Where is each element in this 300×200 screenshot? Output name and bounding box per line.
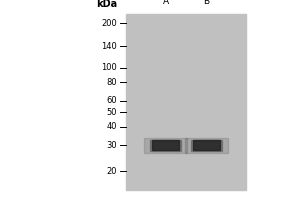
Bar bbox=[190, 140, 222, 151]
Text: 60: 60 bbox=[106, 96, 117, 105]
Text: 40: 40 bbox=[106, 122, 117, 131]
Text: 80: 80 bbox=[106, 78, 117, 87]
Bar bbox=[185, 138, 227, 153]
Text: 100: 100 bbox=[101, 63, 117, 72]
Text: 140: 140 bbox=[101, 42, 117, 51]
Bar bbox=[152, 140, 179, 150]
Text: B: B bbox=[203, 0, 209, 6]
Text: kDa: kDa bbox=[96, 0, 117, 9]
Bar bbox=[126, 14, 246, 190]
Text: 50: 50 bbox=[106, 108, 117, 117]
Bar bbox=[150, 140, 181, 151]
Bar bbox=[145, 138, 187, 153]
Text: A: A bbox=[163, 0, 169, 6]
Bar bbox=[193, 140, 220, 150]
Text: 30: 30 bbox=[106, 141, 117, 150]
Text: 20: 20 bbox=[106, 167, 117, 176]
Text: 200: 200 bbox=[101, 19, 117, 28]
